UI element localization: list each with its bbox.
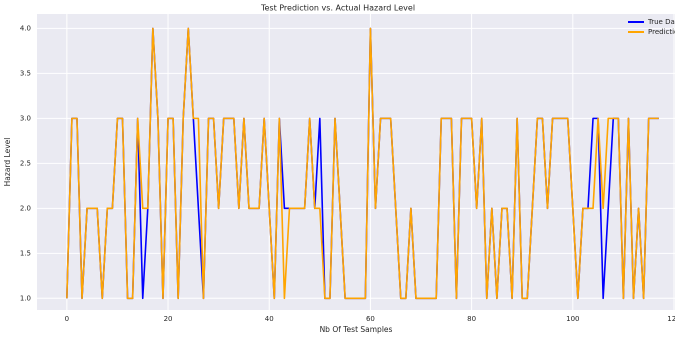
y-tick-label: 2.5	[20, 159, 31, 167]
y-tick-label: 1.5	[20, 249, 31, 257]
y-tick-label: 1.0	[20, 294, 31, 302]
x-tick-label: 100	[566, 315, 579, 323]
x-tick-label: 60	[366, 315, 375, 323]
chart-title: Test Prediction vs. Actual Hazard Level	[260, 4, 415, 13]
legend-label: True Data	[647, 18, 675, 26]
x-tick-label: 0	[65, 315, 69, 323]
y-axis-label: Hazard Level	[3, 138, 12, 187]
y-tick-label: 2.0	[20, 204, 31, 212]
y-tick-label: 3.0	[20, 114, 31, 122]
x-tick-label: 80	[467, 315, 476, 323]
x-tick-label: 40	[265, 315, 274, 323]
x-axis-label: Nb Of Test Samples	[320, 325, 393, 334]
x-tick-label: 120	[667, 315, 675, 323]
series-line	[66, 27, 659, 300]
plot-area	[37, 14, 675, 310]
legend-label: Prediction	[648, 28, 675, 36]
y-tick-label: 3.5	[20, 69, 31, 77]
x-tick-label: 20	[164, 315, 173, 323]
y-tick-label: 4.0	[20, 24, 31, 32]
